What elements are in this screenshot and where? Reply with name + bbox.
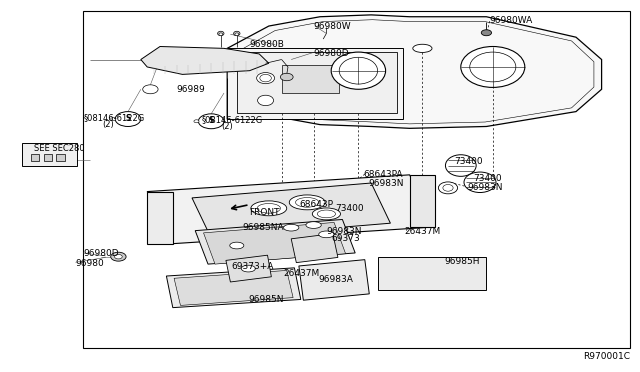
- Text: 69373: 69373: [331, 234, 360, 243]
- Text: 73400: 73400: [474, 174, 502, 183]
- Polygon shape: [227, 48, 403, 119]
- Text: 96989: 96989: [176, 85, 205, 94]
- Circle shape: [111, 118, 116, 121]
- Polygon shape: [410, 175, 435, 227]
- Ellipse shape: [319, 231, 334, 238]
- Ellipse shape: [339, 57, 378, 84]
- Text: (2): (2): [221, 122, 232, 131]
- Text: S: S: [209, 116, 214, 125]
- Ellipse shape: [317, 210, 335, 218]
- Polygon shape: [378, 257, 486, 290]
- Circle shape: [115, 254, 122, 259]
- Ellipse shape: [296, 198, 319, 207]
- Polygon shape: [227, 15, 602, 128]
- Text: 96983N: 96983N: [368, 179, 403, 187]
- Ellipse shape: [257, 73, 275, 84]
- Circle shape: [115, 112, 141, 126]
- Polygon shape: [204, 222, 346, 264]
- Polygon shape: [147, 192, 173, 244]
- Text: R970001C: R970001C: [584, 352, 630, 361]
- Ellipse shape: [445, 155, 476, 176]
- Polygon shape: [192, 183, 390, 238]
- Ellipse shape: [234, 31, 240, 36]
- Text: 96980WA: 96980WA: [490, 16, 533, 25]
- Ellipse shape: [289, 195, 325, 210]
- Bar: [282, 65, 339, 93]
- Text: 96980D: 96980D: [314, 49, 349, 58]
- Ellipse shape: [306, 222, 321, 228]
- Text: 96980W: 96980W: [314, 22, 351, 31]
- Ellipse shape: [257, 95, 274, 106]
- Bar: [31, 154, 39, 161]
- Text: 26437M: 26437M: [404, 227, 441, 236]
- Ellipse shape: [312, 208, 340, 220]
- Text: S: S: [125, 114, 131, 123]
- Text: §08146-6122G: §08146-6122G: [202, 115, 263, 124]
- Text: 96983A: 96983A: [319, 275, 353, 284]
- Text: §08146-6122G: §08146-6122G: [83, 113, 145, 122]
- Text: 73400: 73400: [335, 204, 364, 213]
- Ellipse shape: [461, 46, 525, 87]
- Ellipse shape: [260, 74, 271, 82]
- Ellipse shape: [230, 242, 244, 249]
- Polygon shape: [291, 234, 338, 263]
- Text: 68643P: 68643P: [300, 200, 333, 209]
- Ellipse shape: [443, 185, 453, 191]
- Text: 96983N: 96983N: [467, 183, 502, 192]
- Text: 96985N: 96985N: [248, 295, 284, 304]
- Ellipse shape: [464, 172, 496, 193]
- Text: 68643PA: 68643PA: [363, 170, 403, 179]
- Text: 96983N: 96983N: [326, 227, 362, 236]
- Polygon shape: [299, 260, 369, 300]
- Polygon shape: [195, 219, 355, 264]
- Circle shape: [280, 73, 293, 81]
- Circle shape: [481, 30, 492, 36]
- Ellipse shape: [470, 52, 516, 82]
- Text: 96980B: 96980B: [250, 40, 284, 49]
- Polygon shape: [141, 46, 269, 74]
- Polygon shape: [236, 20, 594, 124]
- Ellipse shape: [251, 201, 287, 216]
- Bar: [56, 154, 65, 161]
- Text: SEE SEC280: SEE SEC280: [34, 144, 84, 153]
- Polygon shape: [237, 52, 397, 113]
- Circle shape: [111, 252, 126, 261]
- Circle shape: [198, 114, 224, 129]
- Polygon shape: [166, 268, 301, 308]
- Polygon shape: [147, 175, 435, 244]
- Text: 73400: 73400: [454, 157, 483, 166]
- Ellipse shape: [438, 182, 458, 194]
- Text: 69373+A: 69373+A: [232, 262, 274, 271]
- Ellipse shape: [284, 224, 299, 231]
- Ellipse shape: [219, 33, 223, 35]
- Bar: [22, 143, 77, 166]
- Polygon shape: [226, 255, 271, 282]
- Bar: [44, 154, 52, 161]
- Ellipse shape: [413, 44, 432, 52]
- Ellipse shape: [257, 203, 280, 213]
- Text: 96980: 96980: [76, 259, 104, 267]
- Ellipse shape: [218, 31, 224, 36]
- Circle shape: [194, 120, 199, 123]
- Text: 96985H: 96985H: [445, 257, 480, 266]
- Text: (2): (2): [102, 120, 114, 129]
- Ellipse shape: [332, 52, 385, 89]
- Ellipse shape: [235, 33, 239, 35]
- Bar: [83, 11, 630, 348]
- Text: 96985NA: 96985NA: [242, 223, 284, 232]
- Text: 26437M: 26437M: [284, 269, 320, 278]
- Text: 96980D: 96980D: [83, 249, 119, 258]
- Polygon shape: [174, 270, 293, 305]
- Ellipse shape: [241, 265, 255, 272]
- Circle shape: [143, 85, 158, 94]
- Text: FRONT: FRONT: [250, 208, 280, 217]
